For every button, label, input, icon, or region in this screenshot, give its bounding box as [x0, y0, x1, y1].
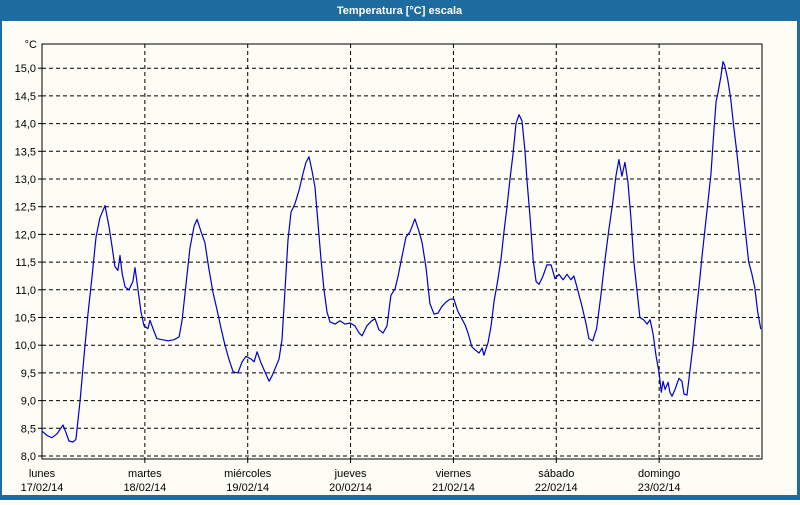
y-tick-label: 12,0: [15, 229, 36, 241]
y-tick-label: 11,5: [15, 257, 36, 269]
day-name-label: viernes: [436, 468, 472, 480]
y-tick-label: 11,0: [15, 285, 36, 297]
day-name-label: lunes: [29, 468, 56, 480]
day-date-label: 18/02/14: [123, 482, 166, 494]
day-date-label: 17/02/14: [21, 482, 64, 494]
y-tick-label: 14,0: [15, 119, 36, 131]
y-tick-label: 12,5: [15, 202, 36, 214]
day-name-label: martes: [128, 468, 162, 480]
day-name-label: jueves: [334, 468, 367, 480]
window-title: Temperatura [°C] escala: [336, 4, 463, 17]
y-tick-label: 8,5: [21, 423, 36, 435]
day-date-label: 20/02/14: [329, 482, 372, 494]
y-tick-label: 13,0: [15, 174, 36, 186]
y-tick-label: 10,5: [15, 313, 36, 325]
y-tick-label: 9,5: [21, 368, 36, 380]
y-tick-label: 13,5: [15, 146, 36, 158]
day-date-label: 21/02/14: [432, 482, 475, 494]
y-tick-label: 15,0: [15, 63, 36, 75]
y-tick-label: 10,0: [15, 340, 36, 352]
day-name-label: sábado: [538, 468, 574, 480]
day-name-label: miércoles: [224, 468, 272, 480]
day-date-label: 19/02/14: [226, 482, 269, 494]
y-tick-label: 14,5: [15, 91, 36, 103]
temperature-chart: 8,0 8,5 9,0 9,5 10,0 10,5 11,0 11,5 12,0 12,5 13,0…: [2, 0, 797, 494]
y-tick-label: 8,0: [21, 451, 36, 463]
y-tick-label: 9,0: [21, 396, 36, 408]
plot-border: [41, 43, 763, 460]
window-title-bar[interactable]: Temperatura [°C] escala: [2, 0, 797, 21]
day-date-label: 22/02/14: [535, 482, 578, 494]
temperature-line: [41, 60, 762, 443]
y-axis-unit-label: °C: [25, 39, 37, 51]
day-date-label: 23/02/14: [638, 482, 681, 494]
day-name-label: domingo: [638, 468, 680, 480]
